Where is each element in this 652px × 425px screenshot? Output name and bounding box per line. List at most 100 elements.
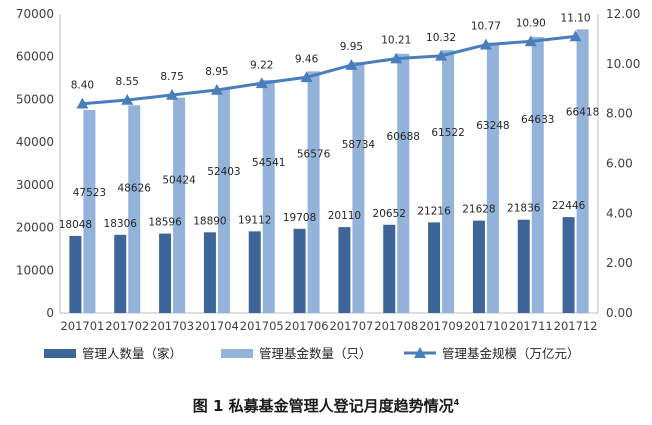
chart-bars: [69, 29, 589, 314]
bar-manager-count: [383, 224, 396, 313]
line-fund-scale: [82, 34, 576, 106]
data-label-fund-count: 66418: [566, 106, 599, 118]
y-right-tick-label: 6.00: [606, 157, 633, 171]
legend-label-manager-count: 管理人数量（家）: [82, 346, 182, 361]
bar-fund-count: [83, 110, 96, 313]
x-tick-label: 201705: [240, 319, 284, 333]
chart-axes: 0 10000 20000 30000 40000 50000 60000 70000 0.00…: [16, 7, 641, 333]
x-tick-label: 201712: [554, 319, 598, 333]
data-label-manager-count: 21216: [417, 205, 451, 217]
data-label-manager-count: 19112: [238, 214, 271, 226]
bar-manager-count: [293, 228, 306, 313]
data-label-fund-scale: 10.77: [471, 21, 501, 33]
bar-manager-count: [428, 222, 441, 313]
x-tick-label: 201704: [195, 319, 239, 333]
chart-title-text: 图 1 私募基金管理人登记月度趋势情况: [193, 397, 454, 415]
triangle-marker: [300, 71, 313, 83]
triangle-marker: [569, 30, 582, 42]
data-label-fund-count: 48626: [118, 182, 152, 194]
y-left-tick-label: 70000: [16, 7, 54, 21]
data-label-fund-scale: 8.95: [205, 66, 228, 78]
bar-fund-count: [576, 29, 589, 313]
y-left-tick-label: 40000: [16, 135, 54, 149]
triangle-marker: [524, 35, 537, 47]
bar-manager-count: [248, 231, 261, 313]
x-tick-label: 201703: [150, 319, 194, 333]
triangle-marker: [255, 77, 268, 89]
triangle-marker: [345, 59, 358, 70]
data-label-manager-count: 18306: [104, 218, 138, 230]
data-label-manager-count: 22446: [552, 200, 586, 212]
data-label-fund-count: 47523: [73, 187, 106, 199]
bar-fund-count: [307, 71, 320, 313]
data-label-fund-count: 56576: [297, 148, 331, 160]
x-tick-label: 201701: [60, 319, 104, 333]
x-tick-label: 201711: [509, 319, 553, 333]
legend-label-fund-count: 管理基金数量（只）: [259, 346, 372, 361]
triangle-marker: [121, 93, 134, 105]
data-label-fund-scale: 10.21: [381, 35, 411, 47]
bar-manager-count: [338, 227, 351, 313]
bar-fund-count: [173, 97, 186, 313]
data-label-fund-count: 54541: [252, 157, 285, 169]
data-label-manager-count: 18048: [59, 219, 92, 231]
y-right-tick-label: 8.00: [606, 107, 633, 121]
triangle-marker: [76, 97, 89, 109]
legend-swatch-manager-count: [44, 349, 76, 358]
y-right-tick-label: 12.00: [606, 7, 640, 21]
y-left-tick-label: 10000: [16, 263, 54, 277]
data-label-manager-count: 21628: [462, 204, 495, 216]
data-label-fund-scale: 10.32: [426, 32, 456, 44]
data-label-fund-count: 52403: [207, 166, 240, 178]
triangle-marker: [435, 49, 448, 61]
y-right-tick-label: 2.00: [606, 256, 633, 270]
y-left-tick-label: 20000: [16, 221, 54, 235]
bar-manager-count: [203, 232, 216, 313]
bar-fund-count: [262, 80, 275, 313]
bar-fund-count: [486, 42, 499, 313]
data-label-manager-count: 18890: [193, 215, 226, 227]
data-label-manager-count: 19708: [283, 212, 316, 224]
data-label-fund-count: 64633: [521, 114, 554, 126]
data-label-fund-count: 63248: [476, 120, 509, 132]
data-label-fund-count: 50424: [162, 175, 196, 187]
data-label-fund-scale: 11.10: [561, 12, 591, 24]
data-label-manager-count: 18596: [148, 217, 182, 229]
data-label-manager-count: 20652: [373, 208, 406, 220]
bar-fund-count: [128, 105, 141, 313]
bar-manager-count: [159, 233, 172, 313]
data-label-manager-count: 20110: [328, 210, 361, 222]
bar-fund-count: [531, 36, 544, 314]
bar-manager-count: [114, 234, 127, 313]
data-label-fund-scale: 10.90: [516, 17, 546, 29]
data-label-manager-count: 21836: [507, 203, 541, 215]
data-label-fund-scale: 9.22: [250, 59, 273, 71]
x-tick-label: 201702: [105, 319, 149, 333]
chart-title-note: 4: [454, 398, 460, 407]
x-tick-label: 201708: [374, 319, 418, 333]
legend-swatch-marker-fund-scale: [414, 347, 426, 358]
triangle-marker: [479, 38, 492, 50]
chart-line-series: [76, 30, 582, 109]
data-label-fund-scale: 8.40: [71, 80, 94, 92]
x-tick-label: 201710: [464, 319, 508, 333]
y-left-tick-label: 60000: [16, 50, 54, 64]
chart-data-labels: 18048 47523 18306 48626 18596 50424 18890 52403…: [59, 12, 600, 230]
triangle-marker: [390, 52, 403, 64]
bar-fund-count: [352, 62, 365, 313]
data-label-fund-scale: 9.46: [295, 53, 319, 65]
bar-manager-count: [562, 217, 575, 313]
bar-fund-count: [397, 53, 410, 313]
chart-title: 图 1 私募基金管理人登记月度趋势情况4: [193, 397, 460, 415]
x-tick-label: 201709: [419, 319, 463, 333]
legend-label-fund-scale: 管理基金规模（万亿元）: [442, 346, 580, 361]
bar-fund-count: [442, 50, 455, 314]
data-label-fund-scale: 8.55: [116, 76, 139, 88]
triangle-marker: [210, 83, 223, 95]
bar-fund-count: [217, 89, 230, 313]
bar-manager-count: [69, 235, 82, 313]
y-right-tick-label: 10.00: [606, 57, 640, 71]
data-label-fund-count: 60688: [387, 131, 420, 143]
